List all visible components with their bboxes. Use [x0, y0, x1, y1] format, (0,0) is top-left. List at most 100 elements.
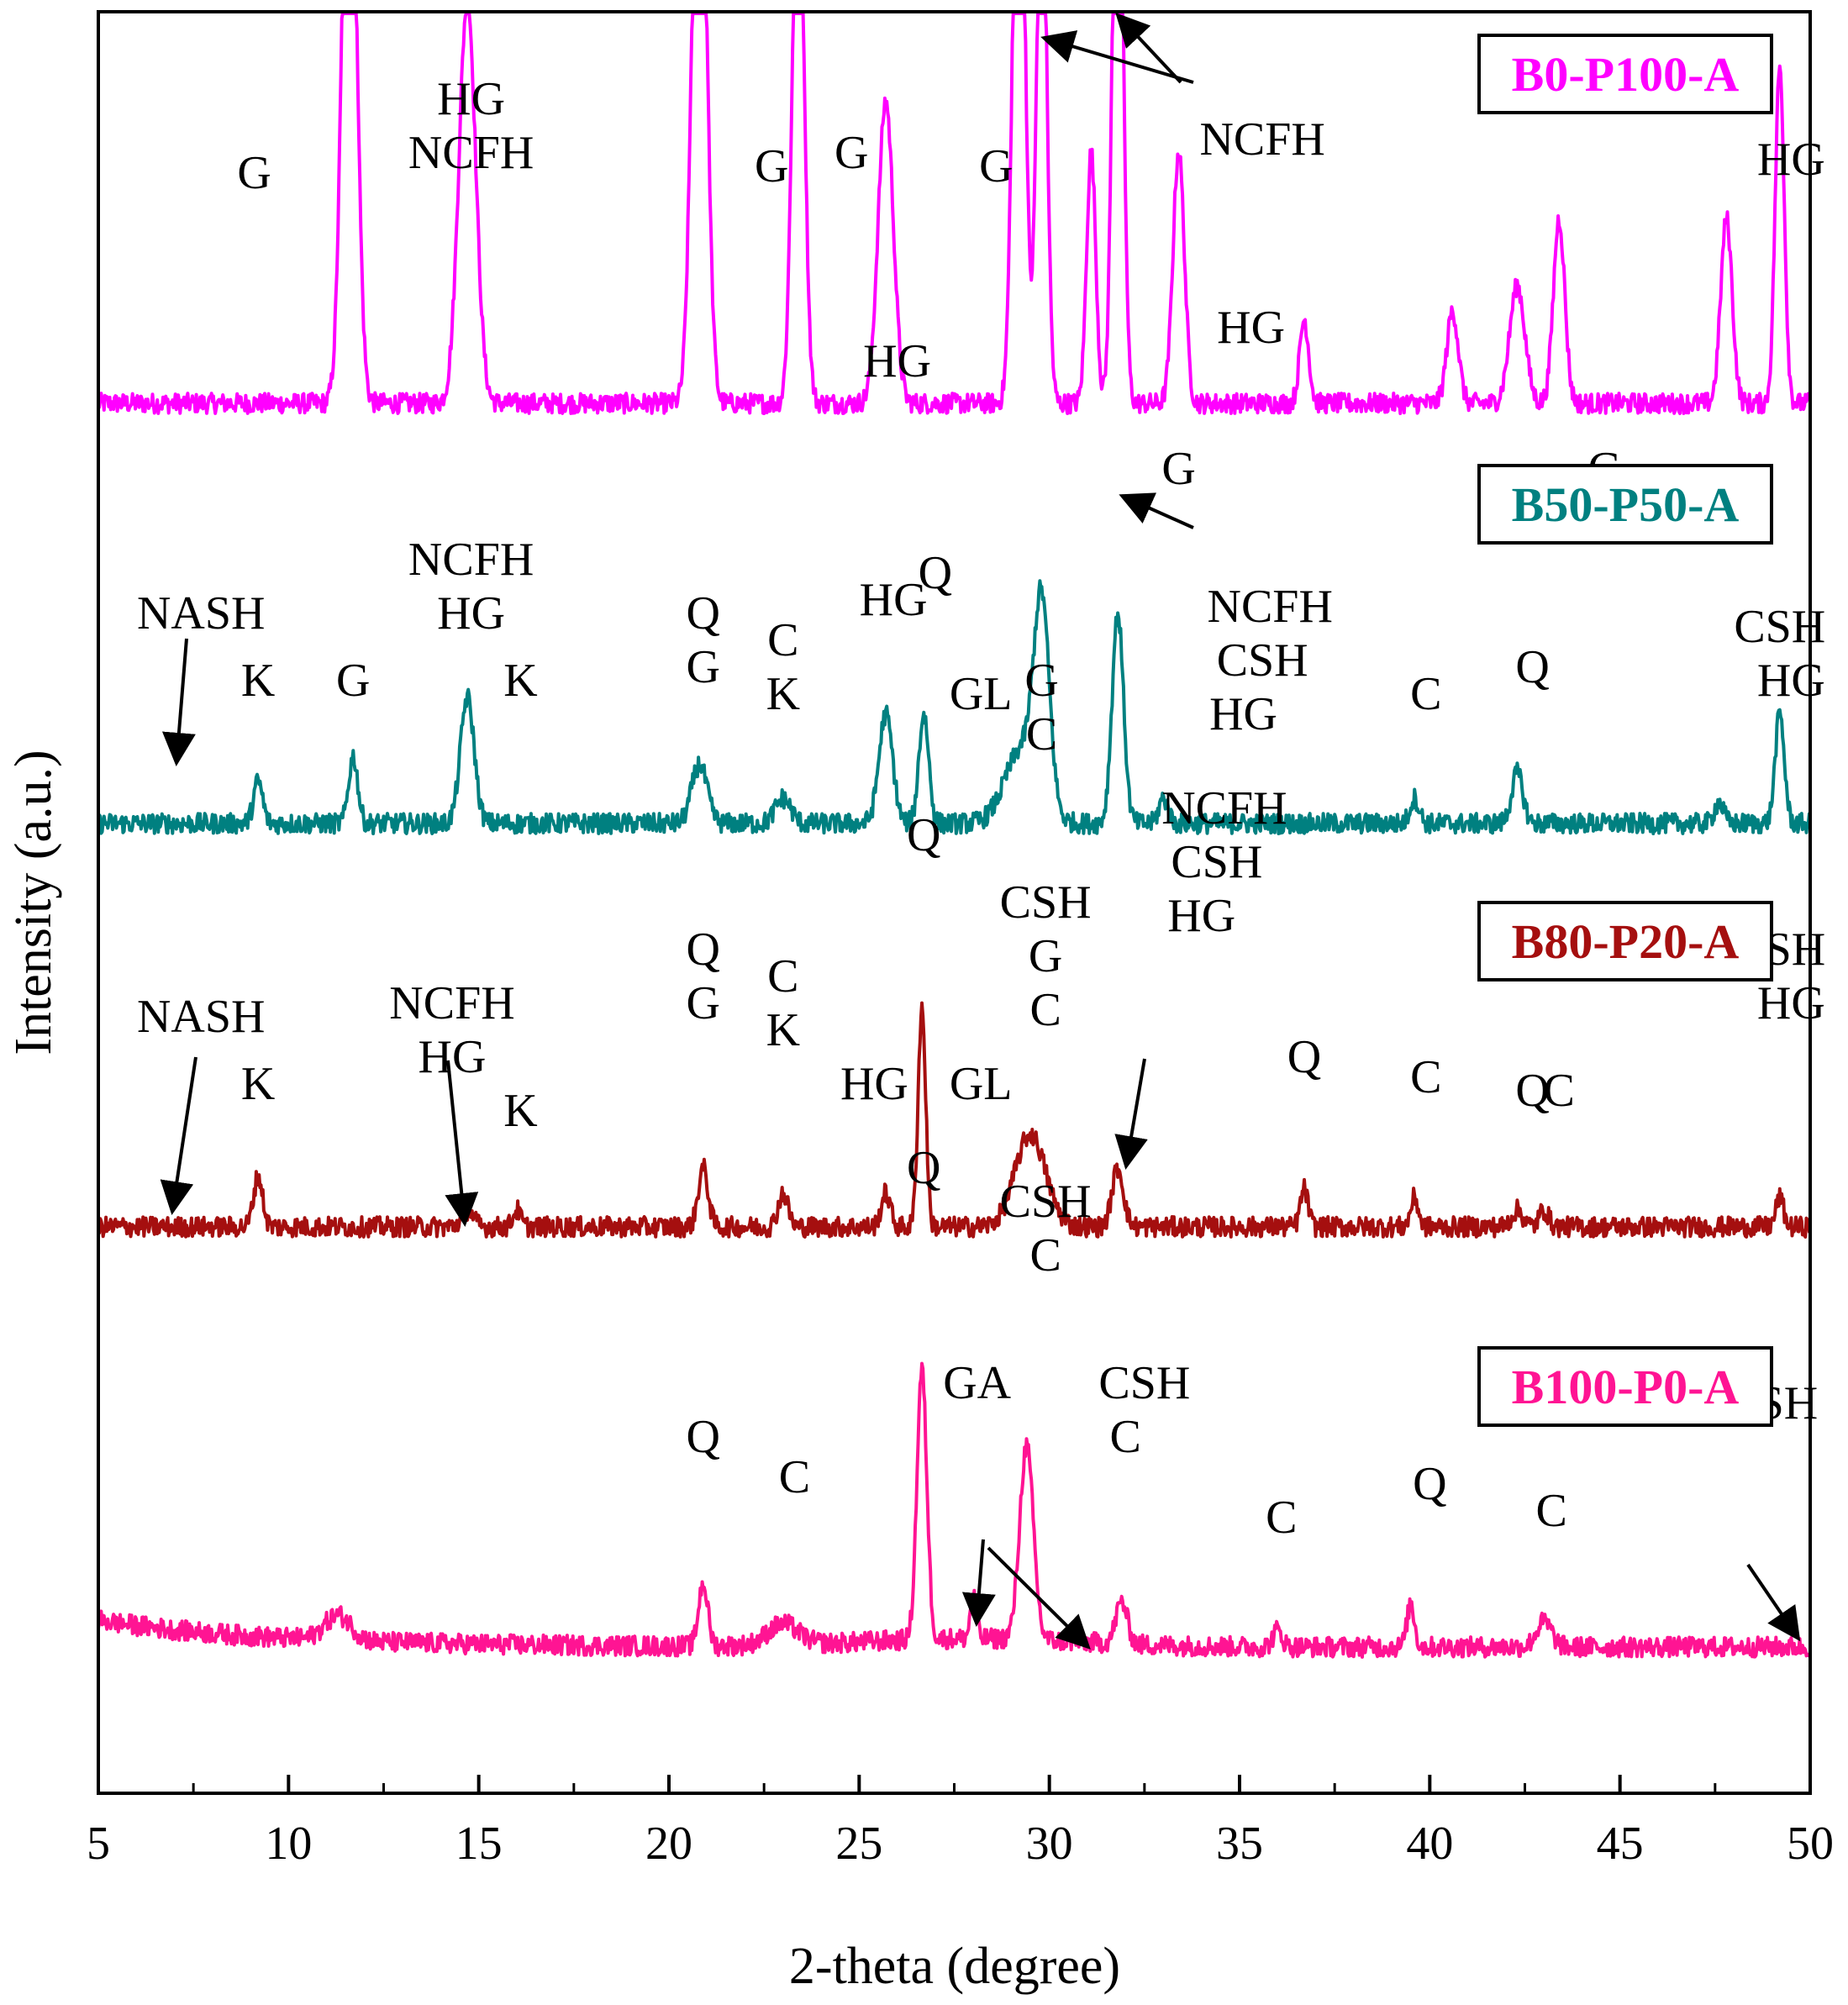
peak-label: Q [1515, 641, 1549, 693]
peak-label: G [834, 127, 868, 179]
legend-frame [1477, 34, 1773, 114]
x-axis-title: 2-theta (degree) [789, 1938, 1120, 1995]
peak-label: CSH [1217, 634, 1308, 687]
legend-box: B50-P50-A [1477, 464, 1773, 545]
legend-label: B0-P100-A [1512, 47, 1740, 102]
pointer-arrow [1119, 492, 1194, 529]
peak-label: NCFH [1208, 581, 1333, 633]
peak-label: GL [950, 1058, 1013, 1110]
series-curves [97, 12, 1812, 1659]
peak-label: G [1029, 930, 1062, 982]
peak-label: HG [437, 73, 505, 125]
x-tick-label: 45 [1597, 1818, 1644, 1870]
legend-box: B0-P100-A [1477, 34, 1773, 114]
pointer-arrow [1746, 1563, 1801, 1642]
peak-label: C [1544, 1065, 1575, 1117]
peak-label: GA [943, 1357, 1011, 1409]
peak-label: HG [1757, 977, 1825, 1029]
legend-label: B80-P20-A [1512, 914, 1740, 969]
legend-frame [1477, 901, 1773, 981]
legend-label: B100-P0-A [1512, 1360, 1740, 1414]
x-tick-label: 5 [87, 1818, 110, 1870]
peak-label: C [1410, 668, 1441, 720]
peak-label: G [1024, 655, 1058, 707]
peak-label: NASH [137, 587, 265, 639]
peak-label: HG [863, 335, 931, 387]
peak-label: Q [1515, 1065, 1549, 1117]
peak-label: G [687, 977, 720, 1029]
peak-label: Q [687, 587, 720, 639]
x-tick-label: 15 [455, 1818, 503, 1870]
peak-label: GL [950, 668, 1013, 720]
peak-label: HG [840, 1058, 908, 1110]
peak-label: HG [1757, 134, 1825, 186]
series-line [97, 12, 1812, 415]
peak-arrows [160, 13, 1801, 1650]
pointer-arrow [445, 1060, 479, 1227]
peak-label: CSH [1171, 836, 1262, 888]
peak-label: CSH [1000, 876, 1092, 929]
peak-label: HG [1167, 890, 1235, 942]
peak-label: C [767, 614, 798, 666]
x-tick-label: 30 [1026, 1818, 1073, 1870]
peak-label: Q [1287, 1031, 1321, 1083]
peak-label: CSH [1000, 1176, 1092, 1228]
peak-label: HG [860, 574, 928, 626]
series-line [97, 1001, 1812, 1239]
peak-label: G [687, 641, 720, 693]
x-tick-label: 10 [265, 1818, 312, 1870]
peak-label: G [336, 655, 370, 707]
peak-label: NCFH [1199, 113, 1324, 166]
peak-label: C [1110, 1411, 1141, 1463]
legend-label: B50-P50-A [1512, 477, 1740, 532]
peak-label: K [241, 1058, 275, 1110]
series-legends: B0-P100-A B50-P50-A B80-P20-A B100-P0-A [1477, 34, 1773, 1427]
peak-label: K [503, 1085, 537, 1137]
x-tick-label: 20 [645, 1818, 692, 1870]
peak-label: K [241, 655, 275, 707]
peak-label: C [1410, 1051, 1441, 1103]
peak-label: Q [907, 1142, 940, 1194]
peak-label: G [755, 140, 788, 192]
peak-label: HG [437, 587, 505, 639]
peak-label: C [1029, 1229, 1061, 1281]
peak-label: NCFH [1161, 782, 1287, 834]
peak-label: K [766, 668, 800, 720]
pointer-arrow [1040, 30, 1194, 84]
legend-frame [1477, 1346, 1773, 1427]
series-line [97, 579, 1812, 835]
x-tick-label: 40 [1406, 1818, 1453, 1870]
peak-label: C [1536, 1485, 1567, 1537]
peak-label: C [767, 950, 798, 1002]
x-tick-label: 35 [1216, 1818, 1263, 1870]
peak-label: G [979, 140, 1013, 192]
peak-label: NCFH [408, 127, 534, 179]
peak-label: G [1161, 443, 1195, 495]
pointer-arrow [987, 1546, 1091, 1650]
peak-label: HG [1209, 688, 1277, 740]
peak-label: Q [1413, 1458, 1446, 1510]
peak-label: Q [907, 809, 940, 861]
peak-label: C [779, 1451, 810, 1503]
peak-label: NCFH [389, 977, 514, 1029]
peak-label: HG [1217, 302, 1285, 354]
pointer-arrow [161, 638, 196, 766]
legend-box: B100-P0-A [1477, 1346, 1773, 1427]
peak-label: Q [687, 1411, 720, 1463]
peak-label: CSH [1098, 1357, 1190, 1409]
peak-label: K [503, 655, 537, 707]
peak-label: NCFH [408, 534, 534, 586]
peak-label: Q [919, 547, 952, 599]
legend-box: B80-P20-A [1477, 901, 1773, 981]
peak-label: HG [1757, 655, 1825, 707]
peak-label: G [237, 147, 271, 199]
pointer-arrow [961, 1539, 996, 1627]
legend-frame [1477, 464, 1773, 545]
x-tick-label: 50 [1787, 1818, 1834, 1870]
x-axis: 5 10 15 20 25 30 35 40 45 50 [87, 1775, 1834, 1870]
pointer-arrow [1115, 13, 1182, 84]
y-axis-title: Intensity (a.u.) [5, 750, 62, 1055]
peak-labels: GNCFHHGGGHGGNCFHHGGHGGGHGNASHKGNCFHHGKQG… [137, 73, 1825, 1544]
peak-label: C [1029, 984, 1061, 1036]
